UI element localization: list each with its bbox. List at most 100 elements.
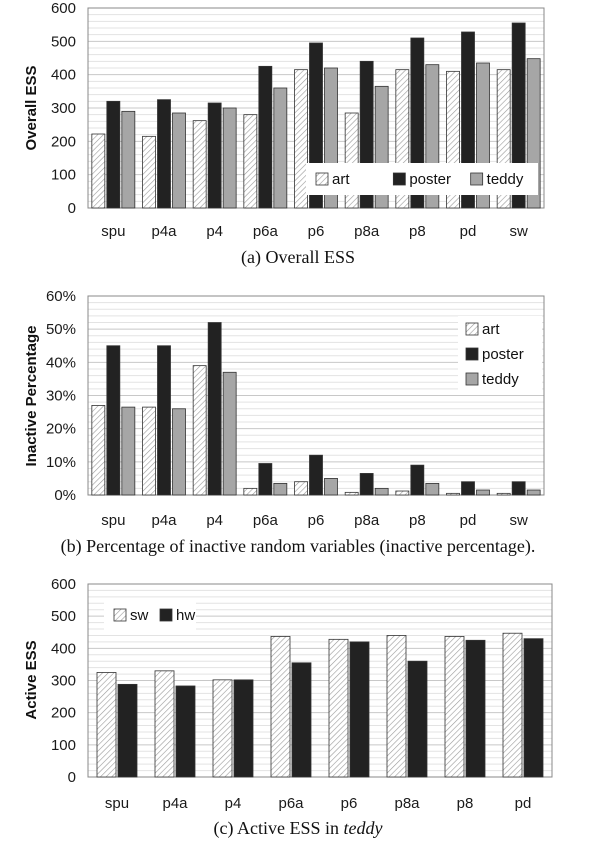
bar-poster-p4 — [207, 102, 222, 209]
bar-sw-p6a — [270, 636, 291, 778]
y-tick-label: 500 — [51, 33, 76, 50]
y-tick-label: 40% — [46, 354, 76, 371]
x-tick-label: p8a — [394, 795, 420, 812]
bar-art-pd — [446, 492, 460, 496]
bar-poster-spu — [106, 345, 121, 496]
x-tick-label: p6 — [308, 223, 325, 240]
legend-label-sw: sw — [130, 607, 149, 624]
bar-art-p4 — [192, 365, 207, 496]
x-tick-label: p6a — [253, 512, 279, 529]
y-axis-label: Overall ESS — [23, 65, 40, 150]
legend-label-art: art — [332, 171, 350, 188]
bar-art-p4a — [142, 406, 156, 496]
bar-hw-pd — [523, 638, 544, 778]
bar-art-p8 — [395, 490, 410, 496]
bar-art-sw — [496, 492, 511, 496]
legend-swatch-art — [315, 172, 329, 186]
legend-label-poster: poster — [482, 346, 524, 363]
caption-c: (c) Active ESS in teddy — [214, 818, 383, 839]
y-tick-label: 300 — [51, 673, 76, 690]
bar-hw-p6 — [349, 641, 370, 778]
y-tick-label: 0 — [68, 769, 76, 786]
y-tick-label: 200 — [51, 133, 76, 150]
y-tick-label: 600 — [51, 0, 76, 17]
x-tick-label: p6a — [278, 795, 304, 812]
legend-swatch-poster — [465, 347, 479, 361]
bar-poster-p4a — [157, 345, 171, 496]
legend-swatch-hw — [159, 608, 173, 622]
bar-poster-p4 — [207, 322, 222, 496]
legend-label-hw: hw — [176, 607, 195, 624]
x-tick-label: p8 — [457, 795, 474, 812]
x-tick-label: p8a — [354, 512, 380, 529]
x-tick-label: sw — [509, 512, 528, 529]
y-tick-label: 400 — [51, 67, 76, 84]
x-tick-label: p6a — [253, 223, 279, 240]
bar-sw-p8 — [444, 636, 465, 778]
legend-swatch-teddy — [470, 172, 484, 186]
bar-teddy-p4a — [172, 112, 186, 209]
x-tick-label: p4a — [151, 223, 177, 240]
y-tick-label: 200 — [51, 705, 76, 722]
bar-poster-sw — [511, 22, 526, 209]
x-tick-label: p6 — [341, 795, 358, 812]
bar-teddy-spu — [121, 110, 136, 209]
x-tick-label: p4a — [151, 512, 177, 529]
bar-hw-p4 — [233, 679, 254, 778]
legend: art poster teddy — [458, 316, 542, 392]
bar-poster-p6a — [258, 65, 273, 209]
bar-teddy-spu — [121, 406, 136, 496]
x-tick-label: p4a — [162, 795, 188, 812]
bar-art-p6 — [294, 69, 308, 209]
bar-teddy-sw — [526, 489, 541, 496]
chart-active-ess: Active ESS 0 100 200 300 400 500 600 spu p4a p4 p6… — [23, 576, 553, 839]
legend-swatch-teddy — [465, 372, 479, 386]
x-tick-label: spu — [101, 223, 125, 240]
x-tick-label: pd — [515, 795, 532, 812]
chart-overall-ess: Overall ESS 0 100 200 300 400 500 600 spu p4a p4 p… — [23, 0, 545, 268]
y-tick-label: 30% — [46, 388, 76, 405]
bar-poster-p8 — [410, 464, 425, 496]
bar-poster-p8a — [359, 473, 374, 496]
x-tick-label: p4 — [206, 223, 223, 240]
bar-art-p4a — [142, 135, 156, 209]
plot-frame — [87, 583, 553, 778]
x-tick-label: p8 — [409, 512, 426, 529]
y-tick-label: 50% — [46, 321, 76, 338]
bar-sw-p8a — [386, 635, 407, 778]
chart-inactive-percentage: Inactive Percentage 0% 10% 20% 30% 40% 50% 60%… — [23, 288, 545, 557]
x-tick-label: p6 — [308, 512, 325, 529]
legend: art poster teddy — [306, 163, 538, 195]
bar-art-p6a — [243, 487, 258, 496]
bar-poster-pd — [461, 481, 475, 496]
bar-art-spu — [91, 133, 106, 209]
x-tick-label: sw — [509, 223, 528, 240]
bar-sw-pd — [502, 632, 523, 778]
bar-hw-spu — [117, 683, 138, 778]
y-tick-label: 600 — [51, 576, 76, 593]
y-tick-label: 0 — [68, 200, 76, 217]
legend: sw hw — [104, 599, 196, 631]
legend-swatch-sw — [113, 608, 127, 622]
y-tick-label: 100 — [51, 737, 76, 754]
bar-teddy-p4 — [222, 371, 237, 496]
y-tick-label: 20% — [46, 421, 76, 438]
y-tick-label: 500 — [51, 608, 76, 625]
legend-box — [306, 163, 538, 195]
bar-art-spu — [91, 405, 106, 496]
bar-sw-p6 — [328, 638, 349, 778]
x-tick-label: pd — [460, 512, 477, 529]
x-tick-label: spu — [105, 795, 129, 812]
caption-a: (a) Overall ESS — [241, 247, 355, 268]
bar-poster-spu — [106, 100, 121, 209]
y-tick-label: 0% — [54, 487, 76, 504]
legend-swatch-art — [465, 322, 479, 336]
y-tick-label: 60% — [46, 288, 76, 305]
y-tick-label: 100 — [51, 167, 76, 184]
bar-teddy-p6a — [273, 482, 288, 496]
bar-art-p8a — [344, 491, 359, 496]
bar-teddy-p8 — [425, 482, 440, 496]
x-tick-label: p4 — [206, 512, 223, 529]
y-tick-label: 10% — [46, 454, 76, 471]
